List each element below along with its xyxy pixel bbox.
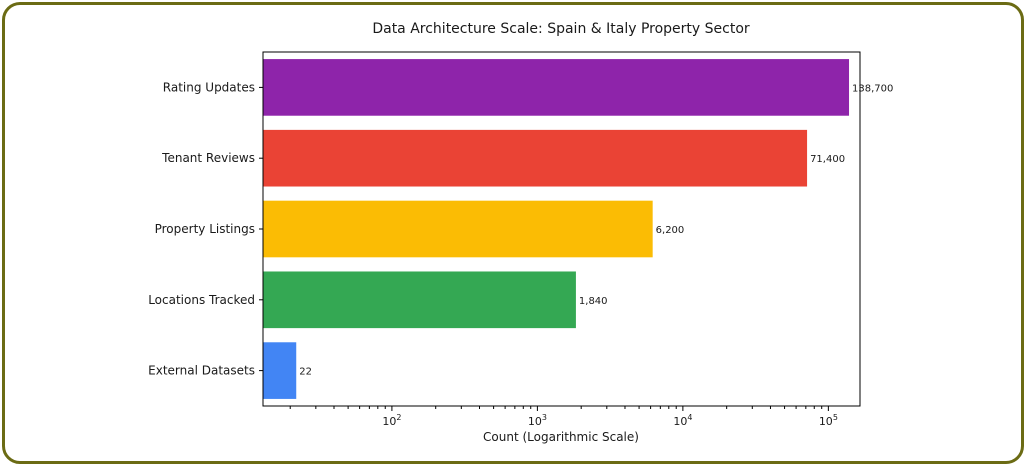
value-label: 138,700 <box>852 83 893 94</box>
bar-tenant-reviews <box>263 129 808 187</box>
value-label: 22 <box>299 367 312 378</box>
y-tick-label: Tenant Reviews <box>161 151 255 165</box>
bars-layer: 22 1,840 6,200 71,400 138,700 <box>263 59 893 399</box>
x-axis-label: Count (Logarithmic Scale) <box>483 430 639 444</box>
y-tick-label: Rating Updates <box>163 80 255 94</box>
bar-rating-updates <box>263 59 850 116</box>
bar-property-listings <box>263 200 653 258</box>
chart-title: Data Architecture Scale: Spain & Italy P… <box>372 21 750 37</box>
bar-external-datasets <box>263 342 297 399</box>
ticks-layer: External Datasets Locations Tracked Proper… <box>148 80 838 428</box>
x-tick-label: 102 <box>382 413 401 428</box>
y-tick-label: Locations Tracked <box>148 293 255 307</box>
x-tick-label: 103 <box>528 413 547 428</box>
bar-locations-tracked <box>263 271 576 329</box>
x-tick-label: 104 <box>673 413 692 428</box>
value-label: 1,840 <box>579 296 608 307</box>
value-label: 6,200 <box>656 225 685 236</box>
x-tick-label: 105 <box>819 413 838 428</box>
value-label: 71,400 <box>810 154 845 165</box>
y-tick-label: External Datasets <box>148 364 255 378</box>
y-tick-label: Property Listings <box>155 222 255 236</box>
